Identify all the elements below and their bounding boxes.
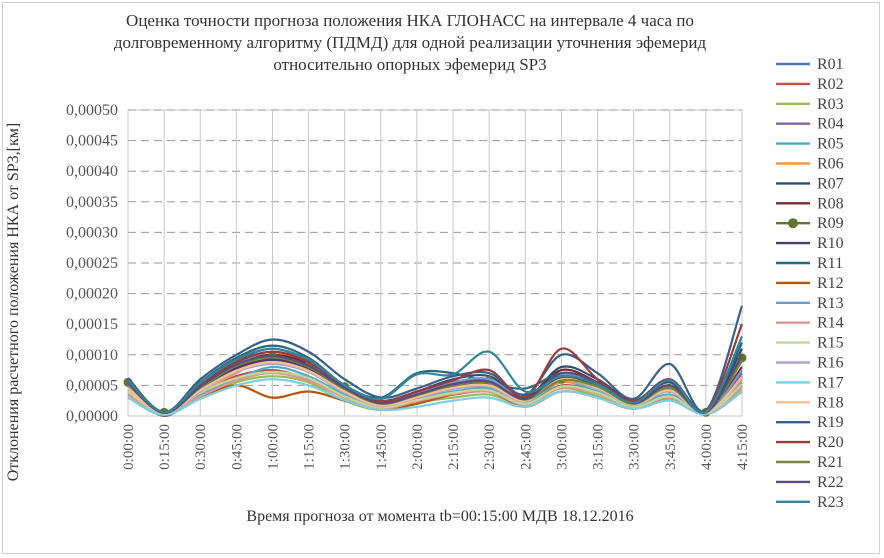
x-tick-label: 3:45:00 [663, 424, 679, 470]
x-tick-label: 4:00:00 [699, 424, 715, 470]
y-tick-label: 0,00040 [66, 163, 118, 180]
chart-title-line-1: Оценка точности прогноза положения НКА Г… [126, 11, 694, 30]
y-tick-label: 0,00025 [66, 255, 118, 272]
legend-label-r04: R04 [817, 116, 844, 133]
legend-label-r18: R18 [817, 394, 844, 411]
legend-marker-r09 [788, 218, 798, 229]
x-tick-label: 2:30:00 [482, 424, 498, 470]
x-tick-label: 1:30:00 [338, 424, 354, 470]
y-tick-label: 0,00005 [66, 377, 118, 394]
x-tick-label: 1:45:00 [374, 424, 390, 470]
series-line-r17 [127, 378, 743, 416]
x-tick-label: 0:15:00 [157, 424, 173, 470]
y-tick-label: 0,00045 [66, 133, 118, 150]
legend-label-r03: R03 [817, 96, 844, 113]
legend-label-r10: R10 [817, 235, 844, 252]
y-tick-label: 0,00000 [66, 408, 118, 425]
y-tick-label: 0,00050 [66, 102, 118, 119]
y-tick-label: 0,00035 [66, 194, 118, 211]
y-tick-label: 0,00020 [66, 286, 118, 303]
chart-title: Оценка точности прогноза положения НКА Г… [40, 10, 780, 76]
x-tick-label: 0:30:00 [193, 424, 209, 470]
legend-label-r01: R01 [817, 56, 844, 73]
legend-label-r05: R05 [817, 136, 844, 153]
legend-label-r20: R20 [817, 434, 844, 451]
legend-label-r16: R16 [817, 355, 844, 372]
legend-label-r12: R12 [817, 275, 844, 292]
legend-label-r21: R21 [817, 454, 844, 471]
x-tick-label: 0:00:00 [121, 424, 137, 470]
x-tick-label: 1:00:00 [265, 424, 281, 470]
x-tick-label: 2:15:00 [446, 424, 462, 470]
y-tick-label: 0,00010 [66, 347, 118, 364]
legend-label-r08: R08 [817, 195, 844, 212]
legend-label-r15: R15 [817, 335, 844, 352]
legend-label-r17: R17 [817, 374, 844, 391]
legend-label-r09: R09 [817, 215, 844, 232]
chart-title-line-3: относительно опорных эфемерид SP3 [273, 55, 547, 74]
x-tick-label: 0:45:00 [229, 424, 245, 470]
legend: R01 R02 R03 R04 R05 R06 R07 R08 R09 R10 R11 R12 R13 R… [776, 56, 844, 511]
legend-label-r07: R07 [817, 175, 844, 192]
legend-label-r22: R22 [817, 474, 844, 491]
x-tick-label: 1:15:00 [302, 424, 318, 470]
series-line-r19 [127, 305, 744, 414]
x-tick-label: 3:00:00 [554, 424, 570, 470]
series-layer [123, 305, 747, 418]
x-tick-label: 4:15:00 [735, 424, 751, 470]
legend-label-r19: R19 [817, 414, 844, 431]
x-tick-label: 3:15:00 [591, 424, 607, 470]
y-tick-label: 0,00030 [66, 224, 118, 241]
legend-label-r06: R06 [817, 156, 844, 173]
legend-label-r11: R11 [817, 255, 843, 272]
y-tick-label: 0,00015 [66, 316, 118, 333]
legend-label-r14: R14 [817, 315, 844, 332]
legend-label-r23: R23 [817, 494, 844, 511]
chart-title-line-2: долговременному алгоритму (ПДМД) для одн… [113, 33, 707, 52]
x-tick-label: 2:45:00 [518, 424, 534, 470]
x-tick-label: 2:00:00 [410, 424, 426, 470]
legend-label-r13: R13 [817, 295, 844, 312]
series-line-r23 [127, 335, 743, 414]
legend-label-r02: R02 [817, 76, 844, 93]
x-axis-label: Время прогноза от момента tb=00:15:00 МД… [246, 508, 634, 525]
x-tick-label: 3:30:00 [627, 424, 643, 470]
axis-layer: 0,00000 0,00005 0,00010 0,00015 0,00020 0,000… [66, 102, 751, 470]
series-line-r15 [127, 370, 743, 415]
